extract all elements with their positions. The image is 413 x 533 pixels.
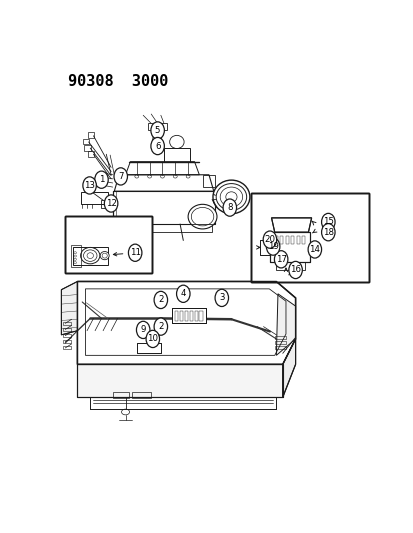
Text: 7: 7 <box>118 172 123 181</box>
Circle shape <box>154 318 167 335</box>
Text: 10: 10 <box>147 334 158 343</box>
Bar <box>290 236 294 244</box>
Text: 20: 20 <box>264 235 275 244</box>
Circle shape <box>150 122 164 139</box>
Ellipse shape <box>212 180 249 214</box>
Circle shape <box>214 289 228 306</box>
Circle shape <box>146 330 159 348</box>
Text: 18: 18 <box>322 228 333 237</box>
Circle shape <box>288 261 301 279</box>
Circle shape <box>321 213 334 231</box>
Polygon shape <box>271 218 311 232</box>
Polygon shape <box>77 281 295 365</box>
Text: 2: 2 <box>158 322 163 331</box>
Polygon shape <box>61 281 77 335</box>
Text: 9: 9 <box>140 326 145 334</box>
Polygon shape <box>269 232 309 262</box>
Bar <box>189 311 192 321</box>
Circle shape <box>104 195 118 212</box>
Bar <box>280 236 283 244</box>
Text: 13: 13 <box>84 181 95 190</box>
Bar <box>285 236 288 244</box>
Circle shape <box>114 168 127 185</box>
Circle shape <box>321 224 334 241</box>
Bar <box>65 216 152 273</box>
Bar <box>250 193 368 282</box>
Text: 17: 17 <box>275 255 286 264</box>
Circle shape <box>128 244 142 261</box>
Text: 19: 19 <box>267 242 278 251</box>
Circle shape <box>150 138 164 155</box>
Ellipse shape <box>188 204 216 229</box>
Bar <box>199 311 202 321</box>
Ellipse shape <box>100 252 109 260</box>
Circle shape <box>95 171 108 188</box>
Bar <box>175 311 178 321</box>
Text: 6: 6 <box>154 142 160 150</box>
Bar <box>301 236 304 244</box>
Circle shape <box>176 285 190 302</box>
Circle shape <box>223 199 236 216</box>
Bar <box>250 193 368 282</box>
Polygon shape <box>259 240 269 255</box>
Circle shape <box>307 241 321 258</box>
Text: 11: 11 <box>129 248 140 257</box>
Bar <box>65 216 152 273</box>
Bar <box>250 193 368 282</box>
Polygon shape <box>136 343 161 353</box>
Bar <box>180 311 183 321</box>
Bar <box>185 311 188 321</box>
Text: 8: 8 <box>226 203 232 212</box>
Text: 14: 14 <box>309 245 320 254</box>
Text: 3: 3 <box>218 293 224 302</box>
Circle shape <box>136 321 150 338</box>
Bar <box>296 236 299 244</box>
Bar <box>65 216 152 273</box>
Polygon shape <box>172 308 205 322</box>
Text: 1: 1 <box>98 175 104 184</box>
Text: 16: 16 <box>290 265 300 274</box>
Text: 2: 2 <box>158 295 163 304</box>
Text: 90308  3000: 90308 3000 <box>68 74 168 89</box>
Circle shape <box>266 238 279 255</box>
Ellipse shape <box>81 247 100 264</box>
Text: 15: 15 <box>322 217 333 227</box>
Text: 12: 12 <box>105 199 116 208</box>
Polygon shape <box>282 339 295 397</box>
Circle shape <box>83 177 96 194</box>
Bar <box>274 236 277 244</box>
Polygon shape <box>77 365 282 397</box>
Polygon shape <box>276 294 295 356</box>
Circle shape <box>274 251 287 268</box>
Text: 4: 4 <box>180 289 185 298</box>
Text: 5: 5 <box>154 126 160 135</box>
Bar <box>194 311 197 321</box>
Circle shape <box>154 292 167 309</box>
Circle shape <box>263 231 276 248</box>
